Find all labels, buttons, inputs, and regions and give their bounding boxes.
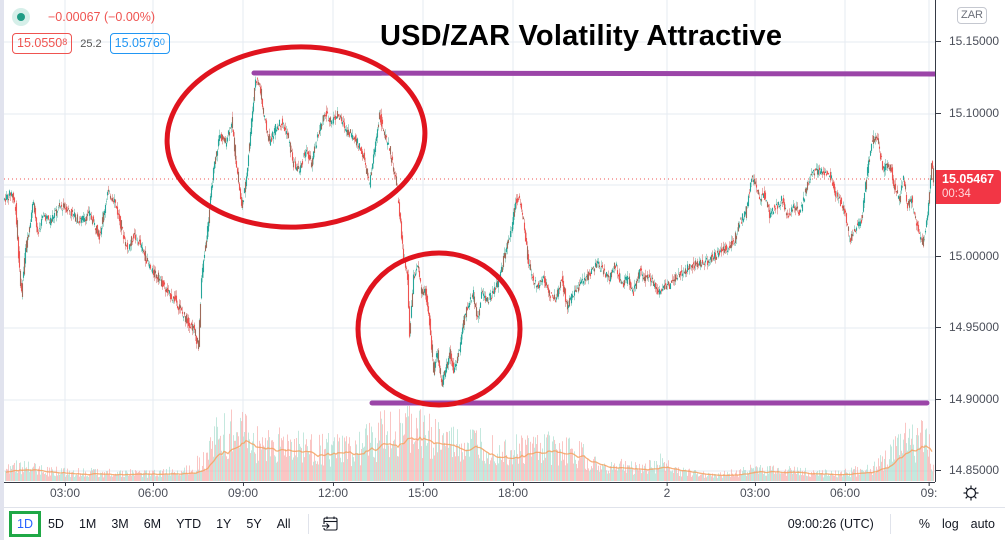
log-scale-toggle[interactable]: log [941,517,959,531]
range-button-1d[interactable]: 1D [9,511,41,537]
last-price: 15.05467 [942,172,995,186]
price-tick-label: 15.15000 [935,34,1000,48]
range-button-6m[interactable]: 6M [143,517,162,531]
time-tick-label: 06:00 [137,482,169,500]
currency-label[interactable]: ZAR [957,7,987,24]
time-tick-label: 18:00 [497,482,529,500]
range-button-5d[interactable]: 5D [47,517,64,531]
time-tick-label: 12:00 [317,482,349,500]
price-candles [3,76,935,388]
resistance-line[interactable] [251,70,935,77]
range-button-5y[interactable]: 5Y [246,517,262,531]
left-toolbar-edge [0,0,4,540]
time-tick-label: 09:00 [227,482,259,500]
top-range-ellipse[interactable] [162,40,429,233]
price-change: −0.00067 (−0.00%) [48,10,156,24]
buy-price: 15.0576 [114,36,160,50]
price-tick-label: 15.00000 [935,249,1000,263]
time-tick-label: 03:00 [739,482,771,500]
time-tick-label: 09: [920,482,938,500]
range-button-1m[interactable]: 1M [78,517,97,531]
volume-bars [5,405,934,481]
bar-countdown: 00:34 [942,188,971,200]
auto-scale-toggle[interactable]: auto [970,517,995,531]
price-axis[interactable]: ZAR 15.1500015.1000015.0500015.0000014.9… [935,0,1005,482]
sell-price: 15.0550 [17,36,63,50]
footer-right: 09:00:26 (UTC) % log auto [788,514,995,534]
buy-price-pip: 0 [159,37,165,47]
range-button-ytd[interactable]: YTD [176,517,202,531]
sell-price-pip: 8 [62,37,68,47]
market-status-icon[interactable] [12,8,30,26]
time-tick-label: 06:00 [829,482,861,500]
sell-price-button[interactable]: 15.05508 [12,33,73,54]
price-tick-label: 14.90000 [935,392,1000,406]
price-chart[interactable] [0,0,935,482]
go-to-date-icon[interactable] [320,516,339,532]
bottom-toolbar: 1D 5D 1M 3M 6M YTD 1Y 5Y All 09:00:26 (UTC) % lo… [4,507,1005,541]
chart-title: USD/ZAR Volatility Attractive [380,20,783,52]
utc-clock[interactable]: 09:00:26 (UTC) [787,517,874,531]
settings-gear-icon[interactable] [962,484,980,502]
time-tick-label: 15:00 [407,482,439,500]
grid-lines [4,0,935,482]
range-button-3m[interactable]: 3M [111,517,129,531]
time-axis[interactable]: 03:00 06:00 09:00 12:00 15:00 18:00 2 03:00 06:0… [4,482,938,500]
toolbar-divider [307,514,309,534]
buy-price-button[interactable]: 15.05760 [109,33,170,54]
price-tick-label: 14.85000 [935,463,1000,477]
price-tick-label: 15.10000 [935,106,1000,120]
range-selector: 1D 5D 1M 3M 6M YTD 1Y 5Y All [9,511,339,537]
last-price-tag: 15.05467 00:34 [936,170,1001,204]
footer-divider [889,514,891,534]
time-tick-label: 2 [663,482,671,500]
time-tick-label: 03:00 [49,482,81,500]
percent-scale-toggle[interactable]: % [918,517,930,531]
volume-moving-average [5,436,933,477]
range-button-all[interactable]: All [276,517,291,531]
range-button-1y[interactable]: 1Y [216,517,232,531]
low-range-ellipse[interactable] [355,250,523,408]
spread: 25.2 [80,37,102,50]
price-tick-label: 14.95000 [935,320,1000,334]
